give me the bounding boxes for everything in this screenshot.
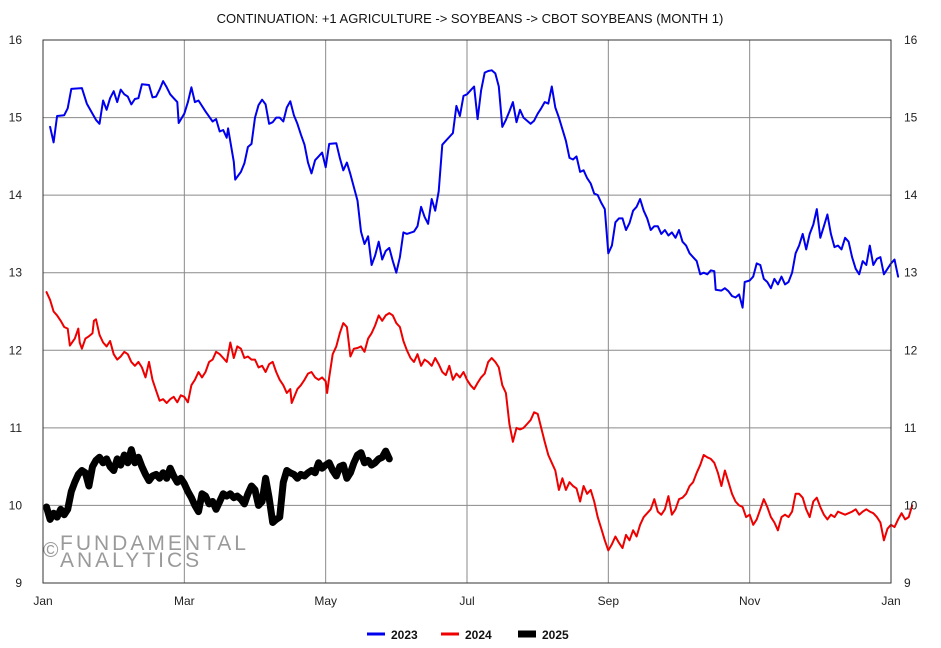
y-tick-label-left: 9 bbox=[15, 576, 22, 590]
x-tick-label: Sep bbox=[598, 594, 620, 608]
legend: 2023 2024 2025 bbox=[367, 628, 569, 642]
chart-title: CONTINUATION: +1 AGRICULTURE -> SOYBEANS… bbox=[217, 11, 724, 26]
y-axis-right: 9 10 11 12 13 14 15 16 bbox=[904, 33, 918, 590]
watermark-line-2: ANALYTICS bbox=[60, 549, 202, 572]
y-tick-label-right: 10 bbox=[904, 498, 918, 512]
watermark: © FUNDAMENTAL ANALYTICS bbox=[43, 532, 249, 572]
y-tick-label-right: 15 bbox=[904, 111, 918, 125]
y-tick-label-right: 9 bbox=[904, 576, 911, 590]
y-tick-label-right: 16 bbox=[904, 33, 918, 47]
y-tick-label-left: 12 bbox=[9, 343, 23, 357]
x-tick-label: Jan bbox=[881, 594, 900, 608]
y-axis-left: 9 10 11 12 13 14 15 16 bbox=[9, 33, 23, 590]
x-tick-label: Jan bbox=[33, 594, 52, 608]
series-layer bbox=[43, 69, 914, 552]
series-line-2023 bbox=[49, 69, 900, 309]
legend-label-2024: 2024 bbox=[465, 628, 492, 642]
watermark-line-1: FUNDAMENTAL bbox=[60, 532, 249, 555]
x-tick-label: Mar bbox=[174, 594, 195, 608]
y-tick-label-left: 16 bbox=[9, 33, 23, 47]
x-tick-label: May bbox=[314, 594, 337, 608]
plot-frame bbox=[42, 39, 892, 584]
y-tick-label-right: 12 bbox=[904, 343, 918, 357]
y-tick-label-right: 14 bbox=[904, 188, 918, 202]
legend-label-2023: 2023 bbox=[391, 628, 418, 642]
watermark-symbol: © bbox=[43, 539, 61, 562]
y-tick-label-right: 11 bbox=[904, 421, 917, 435]
y-tick-label-left: 14 bbox=[9, 188, 23, 202]
x-tick-label: Nov bbox=[739, 594, 760, 608]
gridlines bbox=[42, 39, 892, 584]
y-tick-label-right: 13 bbox=[904, 266, 918, 280]
x-tick-label: Jul bbox=[459, 594, 474, 608]
x-axis: Jan Mar May Jul Sep Nov Jan bbox=[33, 594, 900, 608]
series-line-2025 bbox=[43, 446, 393, 526]
y-tick-label-left: 11 bbox=[10, 421, 23, 435]
y-tick-label-left: 15 bbox=[9, 111, 23, 125]
series-line-2024 bbox=[45, 291, 914, 552]
legend-label-2025: 2025 bbox=[542, 628, 569, 642]
y-tick-label-left: 13 bbox=[9, 266, 23, 280]
y-tick-label-left: 10 bbox=[9, 498, 23, 512]
